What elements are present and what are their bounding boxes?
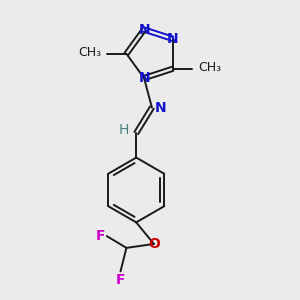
Text: F: F	[95, 229, 105, 243]
Text: N: N	[138, 22, 150, 37]
Text: F: F	[116, 273, 125, 287]
Text: H: H	[119, 123, 129, 137]
Text: CH₃: CH₃	[198, 61, 221, 74]
Text: O: O	[148, 237, 160, 251]
Text: N: N	[155, 100, 167, 115]
Text: N: N	[138, 71, 150, 85]
Text: CH₃: CH₃	[78, 46, 101, 59]
Text: N: N	[167, 32, 178, 46]
